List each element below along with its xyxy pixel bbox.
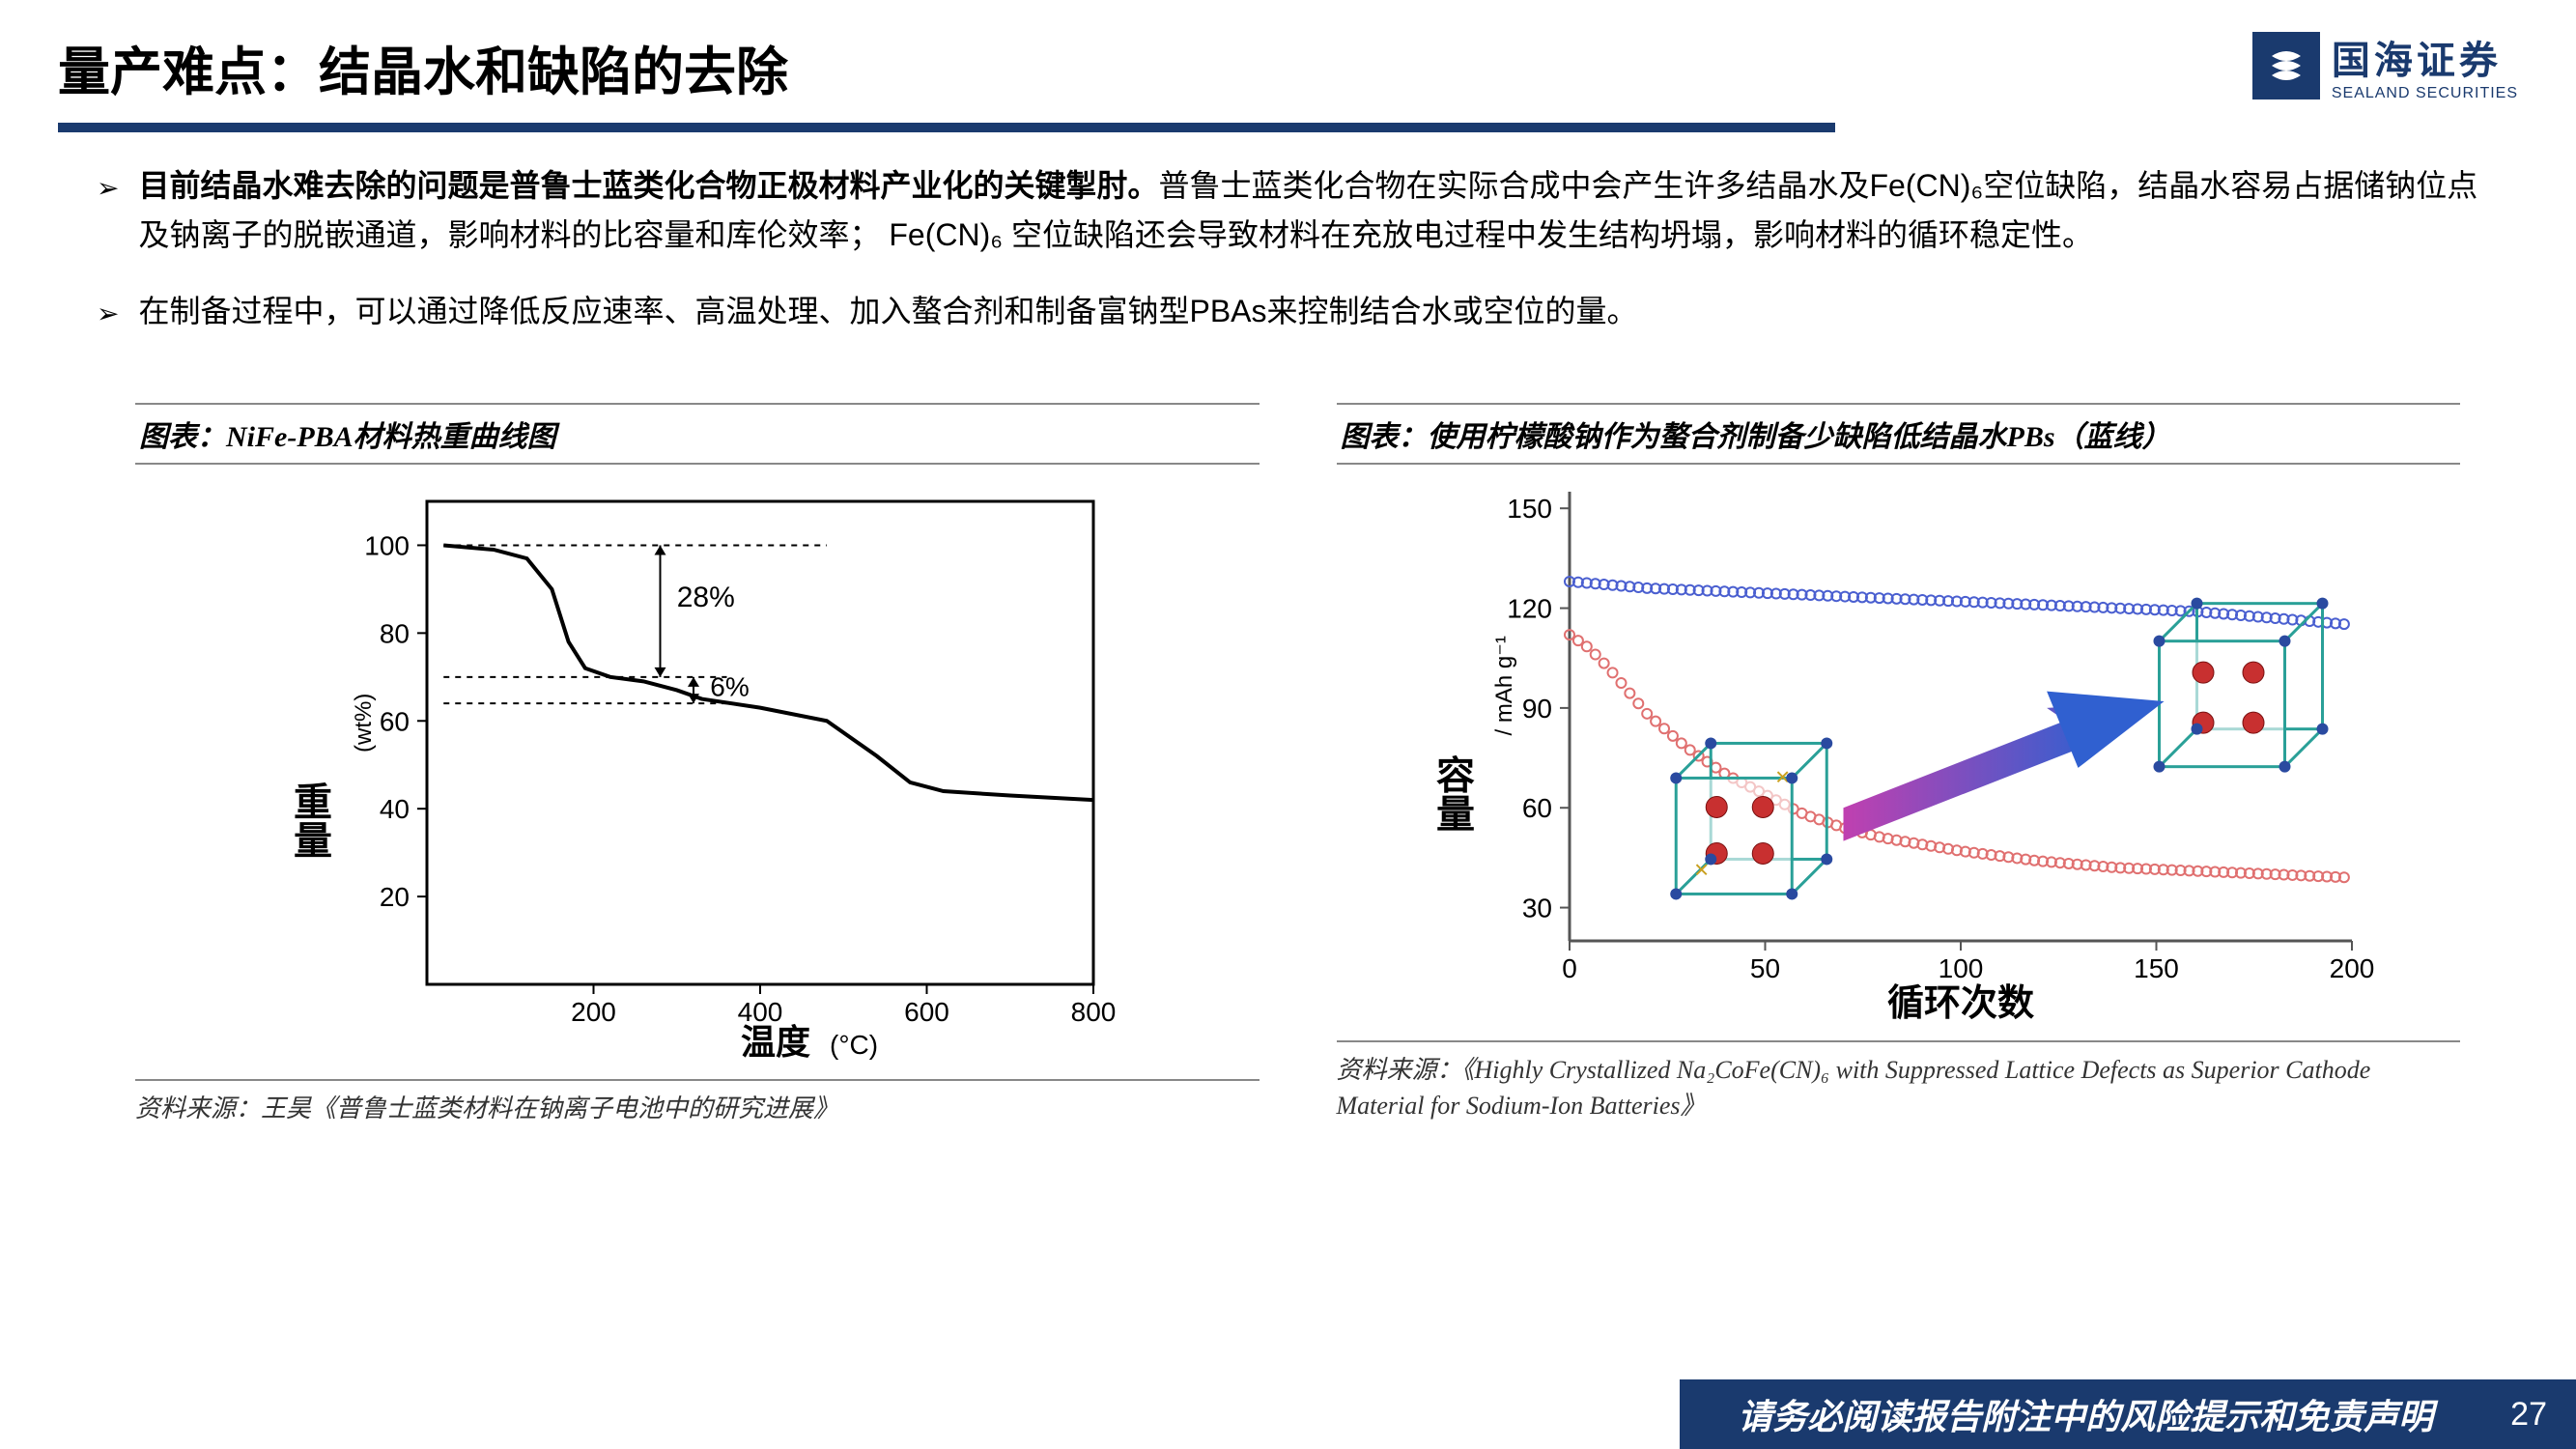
svg-text:80: 80 <box>380 618 410 648</box>
cycle-chart: 306090120150050100150200✕✕循环次数容量/ mAh g⁻… <box>1405 472 2391 1033</box>
svg-text:/ mAh g⁻¹: / mAh g⁻¹ <box>1491 636 1517 735</box>
svg-text:600: 600 <box>904 997 949 1027</box>
svg-text:120: 120 <box>1508 593 1553 623</box>
svg-text:循环次数: 循环次数 <box>1887 983 2034 1024</box>
logo-cn-text: 国海证券 <box>2332 29 2518 85</box>
svg-text:200: 200 <box>2330 953 2375 983</box>
footer-text: 请务必阅读报告附注中的风险提示和免责声明 <box>1738 1389 2433 1439</box>
bullet-item: ➢ 目前结晶水难去除的问题是普鲁士蓝类化合物正极材料产业化的关键掣肘。普鲁士蓝类… <box>97 161 2479 260</box>
charts-row: 图表：NiFe-PBA材料热重曲线图 204060801002004006008… <box>0 364 2576 1124</box>
svg-text:60: 60 <box>1522 793 1552 823</box>
svg-text:重量: 重量 <box>288 781 331 859</box>
svg-text:200: 200 <box>571 997 616 1027</box>
header: 量产难点：结晶水和缺陷的去除 国海证券 SEALAND SECURITIES <box>0 0 2576 105</box>
svg-text:6%: 6% <box>710 671 749 701</box>
chart-left-source: 资料来源：王昊《普鲁士蓝类材料在钠离子电池中的研究进展》 <box>135 1079 1260 1124</box>
bullet-text: 在制备过程中，可以通过降低反应速率、高温处理、加入螯合剂和制备富钠型PBAs来控… <box>138 287 1637 336</box>
bullet-list: ➢ 目前结晶水难去除的问题是普鲁士蓝类化合物正极材料产业化的关键掣肘。普鲁士蓝类… <box>0 132 2576 337</box>
svg-text:30: 30 <box>1522 893 1552 923</box>
svg-text:100: 100 <box>1939 953 1984 983</box>
svg-text:800: 800 <box>1070 997 1116 1027</box>
chart-right: 图表：使用柠檬酸钠作为螯合剂制备少缺陷低结晶水PBs（蓝线） 30 60 90 120… <box>1337 403 2461 1124</box>
footer-bar: 请务必阅读报告附注中的风险提示和免责声明 27 <box>1680 1379 2576 1449</box>
tga-chart: 2040608010020040060080028%6%温度(°C)重量(wt%… <box>263 472 1132 1071</box>
svg-text:40: 40 <box>380 794 410 824</box>
logo-en-text: SEALAND SECURITIES <box>2332 85 2518 102</box>
logo: 国海证券 SEALAND SECURITIES <box>2252 29 2518 102</box>
bullet-marker-icon: ➢ <box>97 167 119 260</box>
svg-text:50: 50 <box>1750 953 1780 983</box>
bullet-marker-icon: ➢ <box>97 293 119 336</box>
page-number: 27 <box>2510 1396 2547 1434</box>
bullet-item: ➢ 在制备过程中，可以通过降低反应速率、高温处理、加入螯合剂和制备富钠型PBAs… <box>97 287 2479 336</box>
chart-right-source: 资料来源：《Highly Crystallized Na₂CoFe(CN)₆ w… <box>1337 1040 2461 1122</box>
svg-text:150: 150 <box>2134 953 2179 983</box>
chart-left: 图表：NiFe-PBA材料热重曲线图 204060801002004006008… <box>135 403 1260 1124</box>
bullet-text: 目前结晶水难去除的问题是普鲁士蓝类化合物正极材料产业化的关键掣肘。普鲁士蓝类化合… <box>138 161 2479 260</box>
svg-text:60: 60 <box>380 706 410 736</box>
svg-text:150: 150 <box>1508 494 1553 524</box>
chart-right-title: 图表：使用柠檬酸钠作为螯合剂制备少缺陷低结晶水PBs（蓝线） <box>1337 403 2461 465</box>
svg-text:(wt%): (wt%) <box>351 693 377 752</box>
svg-text:100: 100 <box>364 530 410 560</box>
svg-text:20: 20 <box>380 882 410 912</box>
svg-text:90: 90 <box>1522 693 1552 723</box>
svg-text:容量: 容量 <box>1430 754 1475 832</box>
svg-text:28%: 28% <box>677 582 735 613</box>
chart-left-title: 图表：NiFe-PBA材料热重曲线图 <box>135 403 1260 465</box>
svg-text:0: 0 <box>1562 953 1577 983</box>
svg-text:温度: 温度 <box>741 1022 810 1062</box>
company-logo-icon <box>2252 32 2320 99</box>
header-divider <box>58 123 1835 132</box>
page-title: 量产难点：结晶水和缺陷的去除 <box>58 29 788 105</box>
svg-text:(°C): (°C) <box>830 1030 878 1060</box>
